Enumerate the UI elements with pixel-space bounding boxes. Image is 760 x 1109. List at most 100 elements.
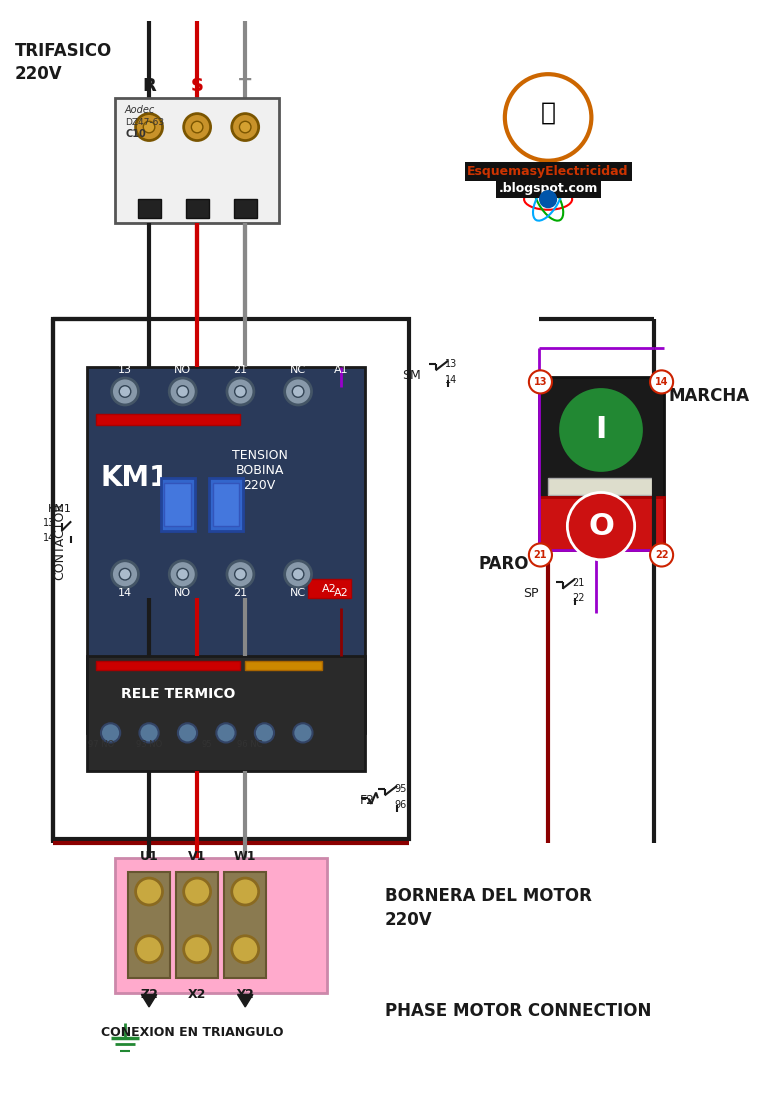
Text: 22: 22 [572,593,584,603]
Circle shape [192,121,203,133]
Text: A2: A2 [321,583,336,593]
Text: 95: 95 [201,741,212,750]
Circle shape [540,192,556,207]
Text: Aodec: Aodec [125,104,155,114]
Circle shape [169,378,196,405]
Circle shape [119,386,131,397]
FancyBboxPatch shape [185,200,209,218]
FancyBboxPatch shape [308,579,351,598]
Circle shape [184,878,211,905]
Circle shape [178,723,197,743]
Text: 21: 21 [572,578,584,588]
Circle shape [650,370,673,394]
Text: 96 NC: 96 NC [237,741,263,750]
Text: .blogspot.com: .blogspot.com [499,183,598,195]
Circle shape [255,723,274,743]
Text: 13: 13 [43,518,55,528]
Text: S: S [191,77,204,95]
Text: C10: C10 [125,129,146,139]
Circle shape [293,569,304,580]
FancyBboxPatch shape [224,873,266,978]
Text: 13: 13 [445,359,458,369]
FancyBboxPatch shape [209,478,243,531]
Text: 14: 14 [118,589,132,599]
Text: 22: 22 [655,550,668,560]
Circle shape [112,561,138,588]
FancyBboxPatch shape [97,414,240,425]
Circle shape [232,936,258,963]
Text: PARO: PARO [478,554,529,573]
FancyBboxPatch shape [176,873,218,978]
Polygon shape [141,995,157,1007]
Circle shape [139,723,159,743]
FancyBboxPatch shape [233,200,257,218]
Polygon shape [238,995,253,1007]
FancyBboxPatch shape [539,377,663,550]
Text: U1: U1 [140,849,158,863]
FancyBboxPatch shape [160,478,195,531]
Circle shape [529,370,552,394]
Circle shape [184,936,211,963]
Text: R: R [142,77,156,95]
Circle shape [293,386,304,397]
Circle shape [285,378,312,405]
Circle shape [285,561,312,588]
Text: KM1: KM1 [101,464,169,491]
Text: SM: SM [403,368,421,381]
Text: 🔌: 🔌 [540,101,556,124]
Text: I: I [595,416,606,445]
Circle shape [227,561,254,588]
Circle shape [235,569,246,580]
Text: X2: X2 [188,988,206,1000]
Text: W1: W1 [234,849,256,863]
Text: NO: NO [174,589,192,599]
Text: TRIFASICO
220V: TRIFASICO 220V [14,42,112,83]
Text: EsquemasyElectricidad: EsquemasyElectricidad [467,165,629,179]
Text: 21: 21 [534,550,547,560]
Text: CONTACTOR: CONTACTOR [53,501,66,580]
Circle shape [144,121,155,133]
FancyBboxPatch shape [539,497,663,550]
Text: CONEXION EN TRIANGULO: CONEXION EN TRIANGULO [101,1026,283,1039]
Circle shape [135,878,163,905]
Text: NC: NC [290,365,306,375]
Circle shape [235,386,246,397]
Text: 220V: 220V [385,910,432,928]
Circle shape [650,543,673,567]
Text: MARCHA: MARCHA [668,387,749,405]
FancyBboxPatch shape [128,873,170,978]
Circle shape [169,561,196,588]
FancyBboxPatch shape [116,99,279,223]
Text: O: O [588,511,614,540]
FancyBboxPatch shape [245,661,322,670]
Text: RELE TERMICO: RELE TERMICO [121,688,235,701]
Text: Y2: Y2 [236,988,254,1000]
Text: NO: NO [174,365,192,375]
Circle shape [227,378,254,405]
FancyBboxPatch shape [87,367,366,733]
FancyBboxPatch shape [87,655,366,772]
Text: Z2: Z2 [140,988,158,1000]
Text: KM1: KM1 [48,503,71,513]
FancyBboxPatch shape [213,482,239,526]
Circle shape [119,569,131,580]
FancyBboxPatch shape [164,482,192,526]
Text: 95: 95 [394,784,407,794]
Circle shape [177,569,188,580]
Circle shape [232,113,258,141]
Circle shape [177,386,188,397]
Circle shape [232,878,258,905]
Text: NC: NC [290,589,306,599]
FancyBboxPatch shape [116,858,327,993]
Text: V1: V1 [188,849,206,863]
Text: 13: 13 [534,377,547,387]
Text: 14: 14 [445,375,458,385]
Circle shape [558,387,644,474]
Circle shape [135,113,163,141]
Circle shape [112,378,138,405]
Circle shape [239,121,251,133]
Text: 14: 14 [655,377,668,387]
Text: 93 NO: 93 NO [136,741,162,750]
Circle shape [529,543,552,567]
Circle shape [135,936,163,963]
